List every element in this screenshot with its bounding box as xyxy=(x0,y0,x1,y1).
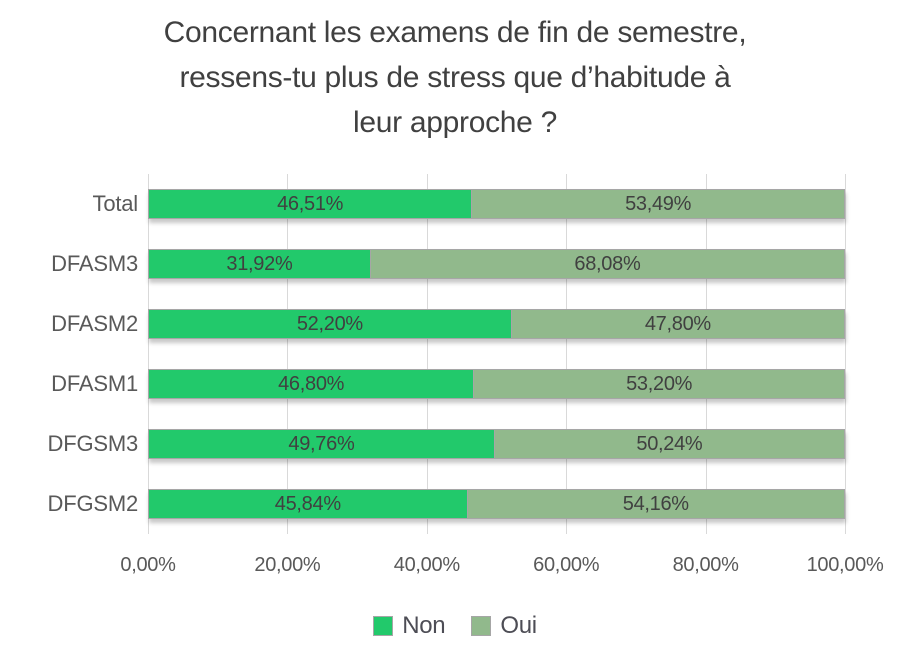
legend-swatch-non xyxy=(373,616,394,636)
bar-segment-oui-dfasm1: 53,20% xyxy=(474,370,844,398)
data-label-non-dfasm3: 31,92% xyxy=(226,252,293,275)
chart-title-line-1: Concernant les examens de fin de semestr… xyxy=(163,16,747,49)
category-label-total: Total xyxy=(92,191,139,216)
data-label-non-dfasm2: 52,20% xyxy=(296,312,363,335)
gridline xyxy=(566,174,568,534)
bar-segment-oui-total: 53,49% xyxy=(472,190,844,218)
bar-segment-oui-dfasm2: 47,80% xyxy=(511,310,844,338)
bar-segment-non-dfasm3: 31,92% xyxy=(149,250,371,278)
bar-row-dfasm1: 46,80% 53,20% xyxy=(148,369,845,399)
bar-segment-non-dfasm1: 46,80% xyxy=(149,370,475,398)
data-label-oui-total: 53,49% xyxy=(625,192,692,215)
x-tick-40: 40,00% xyxy=(393,554,460,576)
legend-item-oui: Oui xyxy=(471,612,537,640)
bar-row-dfasm2: 52,20% 47,80% xyxy=(148,309,845,339)
bar-row-dfasm3: 31,92% 68,08% xyxy=(148,249,845,279)
legend-swatch-oui xyxy=(471,616,492,636)
bar-segment-oui-dfgsm2: 54,16% xyxy=(467,490,844,518)
data-label-non-dfasm1: 46,80% xyxy=(278,372,345,395)
bar-segment-non-dfasm2: 52,20% xyxy=(149,310,512,338)
data-label-oui-dfasm1: 53,20% xyxy=(626,372,693,395)
chart-title-line-2: ressens-tu plus de stress que d’habitude… xyxy=(179,61,731,94)
data-label-oui-dfgsm3: 50,24% xyxy=(636,432,703,455)
data-label-oui-dfgsm2: 54,16% xyxy=(622,492,689,515)
category-label-dfasm3: DFASM3 xyxy=(51,251,138,276)
category-label-dfgsm2: DFGSM2 xyxy=(47,491,139,516)
x-tick-20: 20,00% xyxy=(254,554,321,576)
x-tick-100: 100,00% xyxy=(806,554,884,576)
bar-segment-oui-dfgsm3: 50,24% xyxy=(494,430,844,458)
category-axis: Total DFASM3 DFASM2 DFASM1 DFGSM3 DFGSM2 xyxy=(0,174,139,534)
gridline xyxy=(426,174,428,534)
category-label-dfasm1: DFASM1 xyxy=(51,371,138,396)
bar-row-dfgsm3: 49,76% 50,24% xyxy=(148,429,845,459)
data-label-non-dfgsm2: 45,84% xyxy=(274,492,341,515)
data-label-oui-dfasm3: 68,08% xyxy=(574,252,641,275)
gridline xyxy=(705,174,707,534)
category-label-dfgsm3: DFGSM3 xyxy=(47,431,139,456)
gridline xyxy=(845,174,846,534)
bar-segment-non-total: 46,51% xyxy=(149,190,473,218)
bar-segment-non-dfgsm3: 49,76% xyxy=(149,430,495,458)
chart-title-line-3: leur approche ? xyxy=(353,106,557,139)
data-label-non-total: 46,51% xyxy=(277,192,344,215)
gridline xyxy=(148,174,149,534)
bar-segment-oui-dfasm3: 68,08% xyxy=(370,250,844,278)
legend-label-oui: Oui xyxy=(500,612,537,639)
data-label-oui-dfasm2: 47,80% xyxy=(644,312,711,335)
legend: Non Oui xyxy=(0,610,910,642)
legend-label-non: Non xyxy=(402,612,446,639)
legend-item-non: Non xyxy=(373,612,446,640)
bar-row-total: 46,51% 53,49% xyxy=(148,189,845,219)
x-tick-0: 0,00% xyxy=(120,554,176,576)
bar-segment-non-dfgsm2: 45,84% xyxy=(149,490,468,518)
plot-area: 46,51% 53,49% 31,92% 68,08% 52,20% 47,80% 46,8… xyxy=(148,174,846,534)
x-tick-60: 60,00% xyxy=(533,554,600,576)
x-axis: 0,00% 20,00% 40,00% 60,00% 80,00% 100,00… xyxy=(120,554,883,580)
bar-row-dfgsm2: 45,84% 54,16% xyxy=(148,489,845,519)
chart-title: Concernant les examens de fin de semestr… xyxy=(0,10,910,145)
category-label-dfasm2: DFASM2 xyxy=(51,311,138,336)
data-label-non-dfgsm3: 49,76% xyxy=(288,432,355,455)
x-tick-80: 80,00% xyxy=(672,554,739,576)
gridline xyxy=(287,174,289,534)
